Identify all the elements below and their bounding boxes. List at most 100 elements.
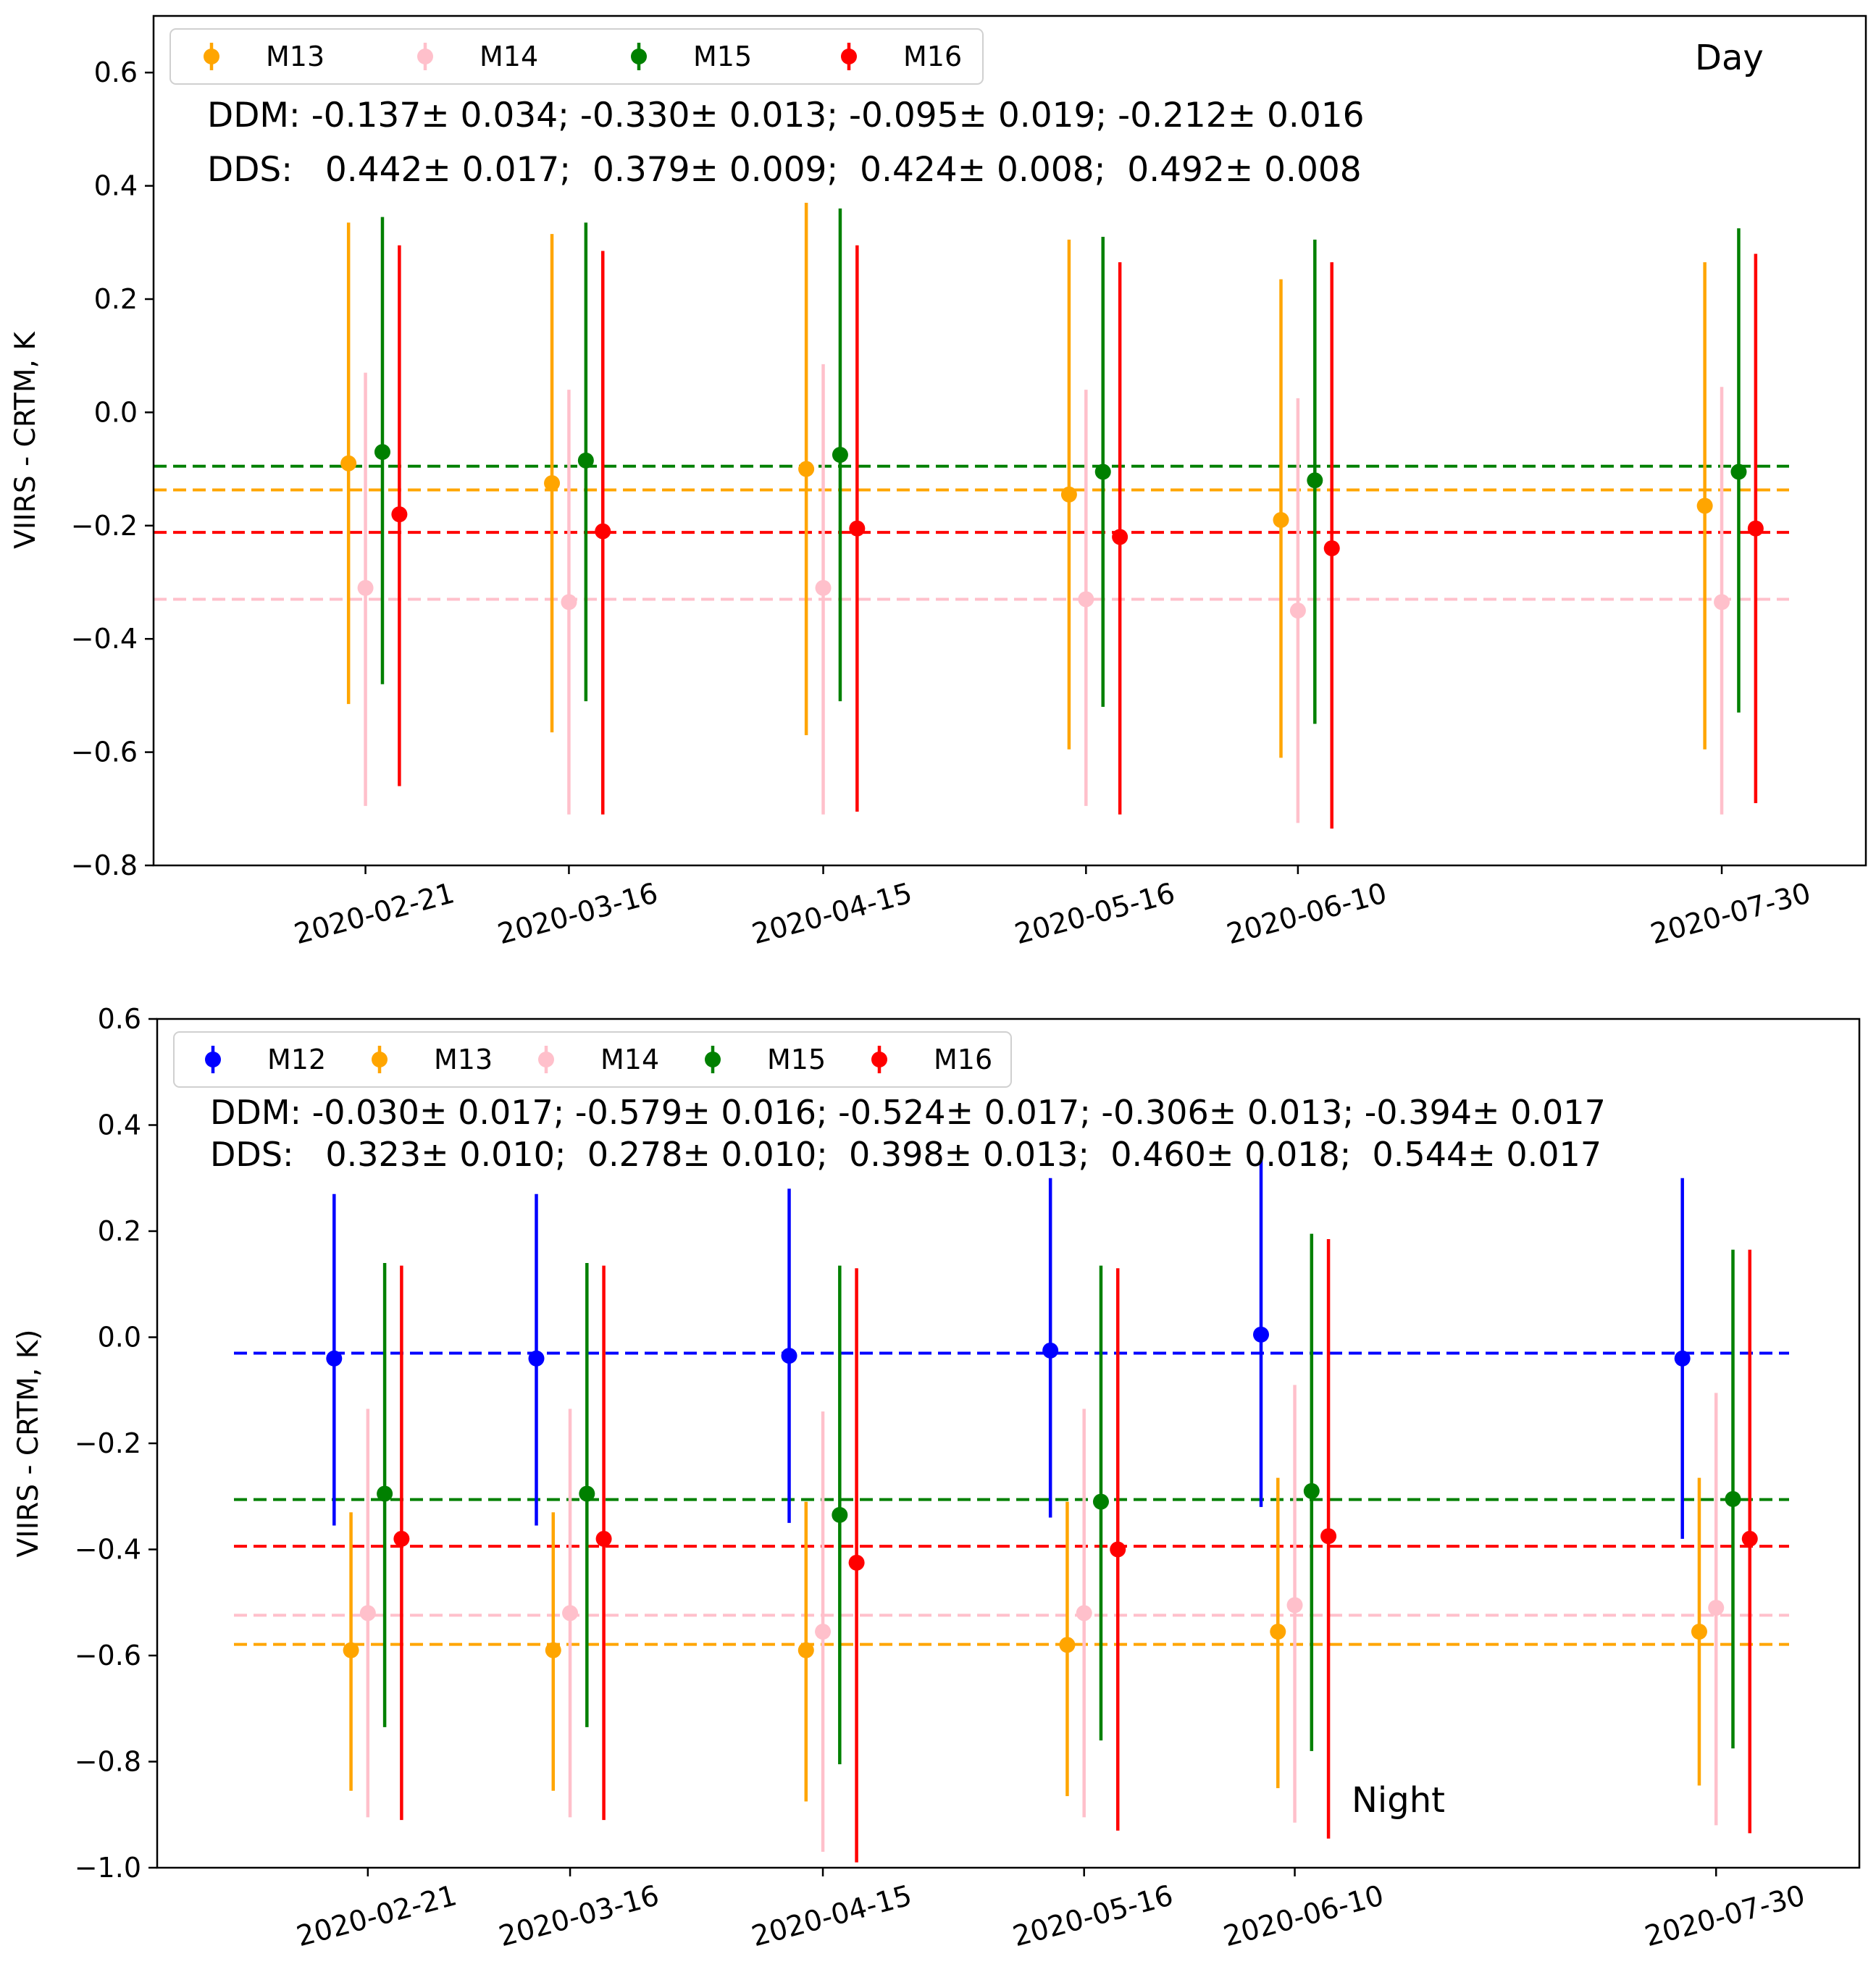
night-y-tick-label: −0.6 (75, 1640, 141, 1671)
night-point-m13 (545, 1642, 561, 1658)
night-point-m14 (1076, 1605, 1092, 1621)
night-y-tick-label: 0.6 (98, 1003, 141, 1035)
day-legend-label-m16: M16 (903, 41, 962, 72)
night-point-m14 (815, 1624, 832, 1640)
day-x-tick-label: 2020-03-16 (494, 877, 661, 951)
night-point-m14 (562, 1605, 579, 1621)
day-point-m16 (1112, 529, 1128, 545)
night-x-tick-label: 2020-02-21 (293, 1879, 461, 1953)
day-ddm-stats: DDM: -0.137± 0.034; -0.330± 0.013; -0.09… (207, 96, 1365, 135)
night-legend-dot-m14 (538, 1052, 554, 1067)
night-mean-lines (234, 1351, 1789, 1646)
night-x-axis: 2020-02-21 2020-03-16 2020-04-15 2020-05-16… (293, 1868, 1809, 1953)
day-legend: M13 M14 M15 M16 (169, 28, 984, 85)
day-y-tick-label: −0.6 (71, 737, 138, 768)
night-point-m16 (1741, 1530, 1758, 1547)
day-data-points (340, 444, 1764, 619)
day-x-tick-label: 2020-06-10 (1223, 877, 1391, 951)
day-point-m13 (1696, 498, 1713, 514)
night-point-m16 (1320, 1528, 1337, 1545)
night-point-m13 (1270, 1624, 1286, 1640)
day-point-m14 (561, 594, 577, 611)
day-point-m15 (577, 452, 594, 469)
day-y-tick-label: 0.4 (94, 170, 138, 202)
night-point-m14 (1286, 1597, 1303, 1614)
night-point-m14 (1708, 1600, 1725, 1616)
day-y-tick-label: −0.8 (71, 849, 138, 881)
night-y-tick-label: 0.0 (98, 1322, 141, 1354)
night-point-m15 (377, 1485, 393, 1502)
night-legend-dot-m12 (205, 1052, 221, 1067)
night-point-m13 (1691, 1624, 1707, 1640)
night-point-m12 (528, 1350, 545, 1367)
day-panel-label: Day (1695, 38, 1764, 78)
night-data-points (326, 1326, 1758, 1658)
night-point-m12 (781, 1348, 797, 1364)
day-point-m14 (1078, 591, 1094, 608)
night-panel-label: Night (1352, 1780, 1445, 1821)
day-legend-label-m13: M13 (266, 41, 324, 72)
night-point-m16 (595, 1530, 612, 1547)
day-point-m14 (815, 579, 832, 596)
day-point-m14 (1289, 603, 1306, 619)
day-point-m16 (391, 506, 408, 523)
night-legend-label-m15: M15 (767, 1044, 826, 1075)
night-point-m15 (1303, 1482, 1320, 1499)
night-x-tick-label: 2020-07-30 (1641, 1879, 1809, 1953)
night-point-m16 (393, 1530, 410, 1547)
day-x-tick-label: 2020-05-16 (1011, 877, 1178, 951)
night-point-m15 (579, 1485, 595, 1502)
day-point-m14 (357, 579, 374, 596)
day-x-tick-label: 2020-04-15 (749, 877, 916, 951)
day-point-m13 (340, 455, 357, 471)
night-y-axis: −1.0 −0.8 −0.6 −0.4 −0.2 0.0 0.2 0.4 0.6 (75, 1003, 157, 1884)
night-point-m15 (832, 1506, 848, 1523)
day-point-m15 (1307, 472, 1323, 489)
night-y-tick-label: −0.2 (75, 1427, 141, 1459)
night-x-tick-label: 2020-03-16 (495, 1879, 663, 1953)
day-point-m15 (1730, 463, 1747, 480)
night-point-m14 (359, 1605, 376, 1621)
night-legend-label-m16: M16 (934, 1044, 992, 1075)
day-point-m16 (849, 520, 866, 537)
day-legend-label-m14: M14 (480, 41, 538, 72)
night-point-m13 (1059, 1637, 1076, 1653)
night-legend-dot-m15 (705, 1052, 721, 1067)
day-x-tick-label: 2020-02-21 (291, 877, 458, 951)
night-point-m12 (1253, 1326, 1270, 1343)
day-legend-dot-m14 (417, 49, 433, 64)
night-point-m13 (343, 1642, 359, 1658)
night-ddm-stats: DDM: -0.030± 0.017; -0.579± 0.016; -0.52… (210, 1093, 1606, 1132)
day-plot-frame (152, 14, 1867, 867)
night-error-bars (332, 1159, 1752, 1863)
night-legend-box (173, 1031, 1012, 1088)
night-x-tick-label: 2020-05-16 (1010, 1879, 1177, 1953)
day-x-tick-label: 2020-07-30 (1647, 877, 1814, 951)
day-legend-dot-m15 (631, 49, 647, 64)
day-legend-box (169, 28, 984, 85)
night-point-m15 (1725, 1490, 1741, 1507)
night-point-m12 (1674, 1350, 1691, 1367)
day-point-m16 (595, 523, 611, 540)
night-x-tick-label: 2020-04-15 (748, 1879, 916, 1953)
day-point-m15 (832, 447, 848, 463)
day-point-m16 (1323, 540, 1340, 557)
day-point-m15 (1094, 463, 1111, 480)
day-y-tick-label: −0.4 (71, 623, 138, 655)
day-y-tick-label: 0.6 (94, 56, 138, 88)
night-point-m12 (326, 1350, 343, 1367)
night-point-m15 (1092, 1493, 1109, 1510)
day-legend-dot-m16 (841, 49, 857, 64)
day-point-m13 (1273, 511, 1289, 528)
day-point-m16 (1747, 520, 1764, 537)
day-x-axis: 2020-02-21 2020-03-16 2020-04-15 2020-05-16… (291, 865, 1814, 951)
day-y-axis: −0.8 −0.6 −0.4 −0.2 0.0 0.2 0.4 0.6 (71, 56, 154, 881)
night-legend-dot-m16 (871, 1052, 887, 1067)
night-point-m12 (1042, 1342, 1059, 1359)
night-legend: M12 M13 M14 M15 M16 (173, 1031, 1012, 1088)
night-legend-label-m14: M14 (600, 1044, 659, 1075)
day-y-tick-label: −0.2 (71, 510, 138, 542)
night-y-axis-label: VIIRS - CRTM, K) (12, 1330, 45, 1558)
day-legend-dot-m13 (204, 49, 219, 64)
night-legend-label-m12: M12 (267, 1044, 326, 1075)
